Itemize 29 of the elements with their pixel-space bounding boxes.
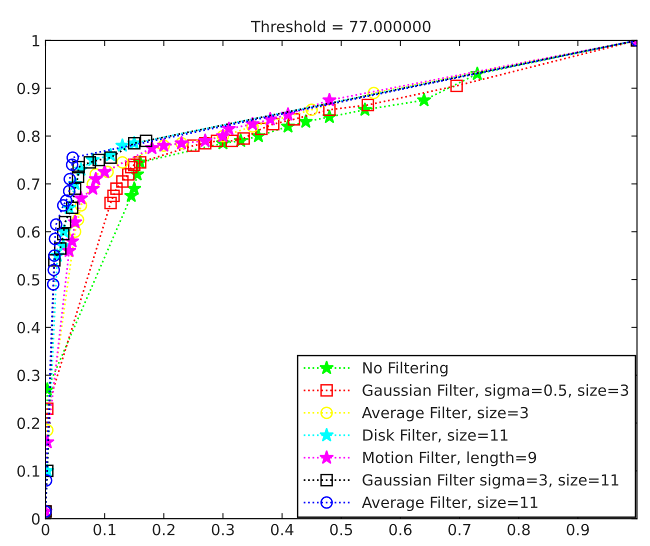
- x-tick-label: 0.4: [270, 524, 294, 536]
- y-tick-label: 0.9: [17, 82, 40, 94]
- y-tick-label: 1: [32, 35, 40, 46]
- x-tick-label: 0.6: [389, 524, 412, 536]
- y-tick-label: 0.8: [17, 130, 40, 142]
- legend-label: Motion Filter, length=9: [363, 451, 536, 466]
- x-tick-label: 0.3: [212, 524, 234, 536]
- y-tick-label: 0.6: [17, 226, 40, 238]
- legend-label: Average Filter, size=3: [362, 406, 528, 422]
- y-tick-label: 0.7: [17, 178, 40, 190]
- x-tick-label: 0.2: [152, 524, 174, 536]
- y-tick-label: 0.5: [17, 274, 40, 286]
- x-tick-label: 0.7: [448, 524, 470, 536]
- x-tick-label: 0.8: [508, 524, 530, 536]
- legend-label: Average Filter, size=11: [362, 496, 538, 512]
- y-tick-label: 0.3: [17, 370, 40, 382]
- x-tick-label: 0.5: [330, 524, 352, 536]
- legend-label: No Filtering: [363, 362, 448, 377]
- x-tick-label: 0.9: [566, 524, 589, 536]
- x-tick-label: 0.1: [94, 524, 116, 536]
- x-tick-label: 0: [42, 524, 50, 536]
- legend-label: Gaussian Filter, sigma=0.5, size=3: [362, 384, 628, 399]
- y-tick-label: 0.2: [17, 418, 40, 430]
- y-tick-label: 0: [32, 513, 40, 525]
- legend-label: Disk Filter, size=11: [363, 429, 508, 442]
- y-tick-label: 0.4: [17, 322, 40, 334]
- chart-title: Threshold = 77.000000: [250, 20, 430, 32]
- legend-label: Gaussian Filter sigma=3, size=11: [362, 474, 618, 489]
- y-tick-label: 0.1: [17, 465, 40, 477]
